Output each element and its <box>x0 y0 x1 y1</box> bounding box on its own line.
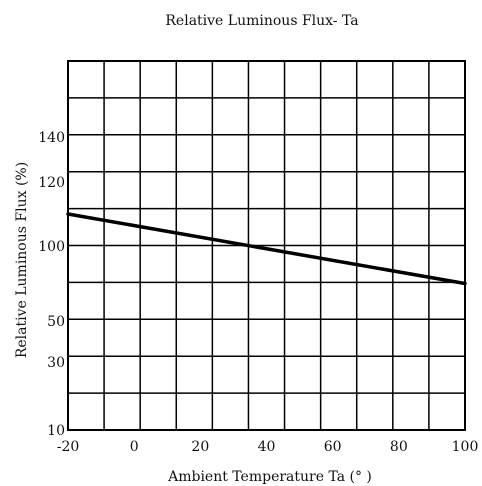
y-axis-label: Relative Luminous Flux (%) <box>14 162 30 358</box>
x-axis-label: Ambient Temperature Ta (° ) <box>167 469 372 485</box>
chart-title: Relative Luminous Flux- Ta <box>165 13 358 29</box>
plot-frame <box>67 60 466 431</box>
x-tick-label: 80 <box>390 439 408 455</box>
x-tick-label: 100 <box>452 439 479 455</box>
series-line <box>66 212 467 286</box>
y-tick-label: 30 <box>47 355 65 371</box>
x-tick-labels: -20 0 20 40 60 80 100 <box>57 439 479 455</box>
y-tick-label: 140 <box>38 130 65 146</box>
y-tick-label: 10 <box>47 423 65 439</box>
y-tick-labels: 10 30 50 100 120 140 <box>38 130 65 439</box>
x-tick-label: 60 <box>324 439 342 455</box>
x-tick-label: -20 <box>57 439 80 455</box>
y-tick-label: 100 <box>38 239 65 255</box>
series-group <box>66 212 467 286</box>
y-tick-label: 120 <box>38 175 65 191</box>
grid <box>68 61 465 430</box>
x-tick-label: 40 <box>258 439 276 455</box>
y-tick-label: 50 <box>47 314 65 330</box>
x-tick-label: 20 <box>191 439 209 455</box>
x-tick-label: 0 <box>130 439 139 455</box>
